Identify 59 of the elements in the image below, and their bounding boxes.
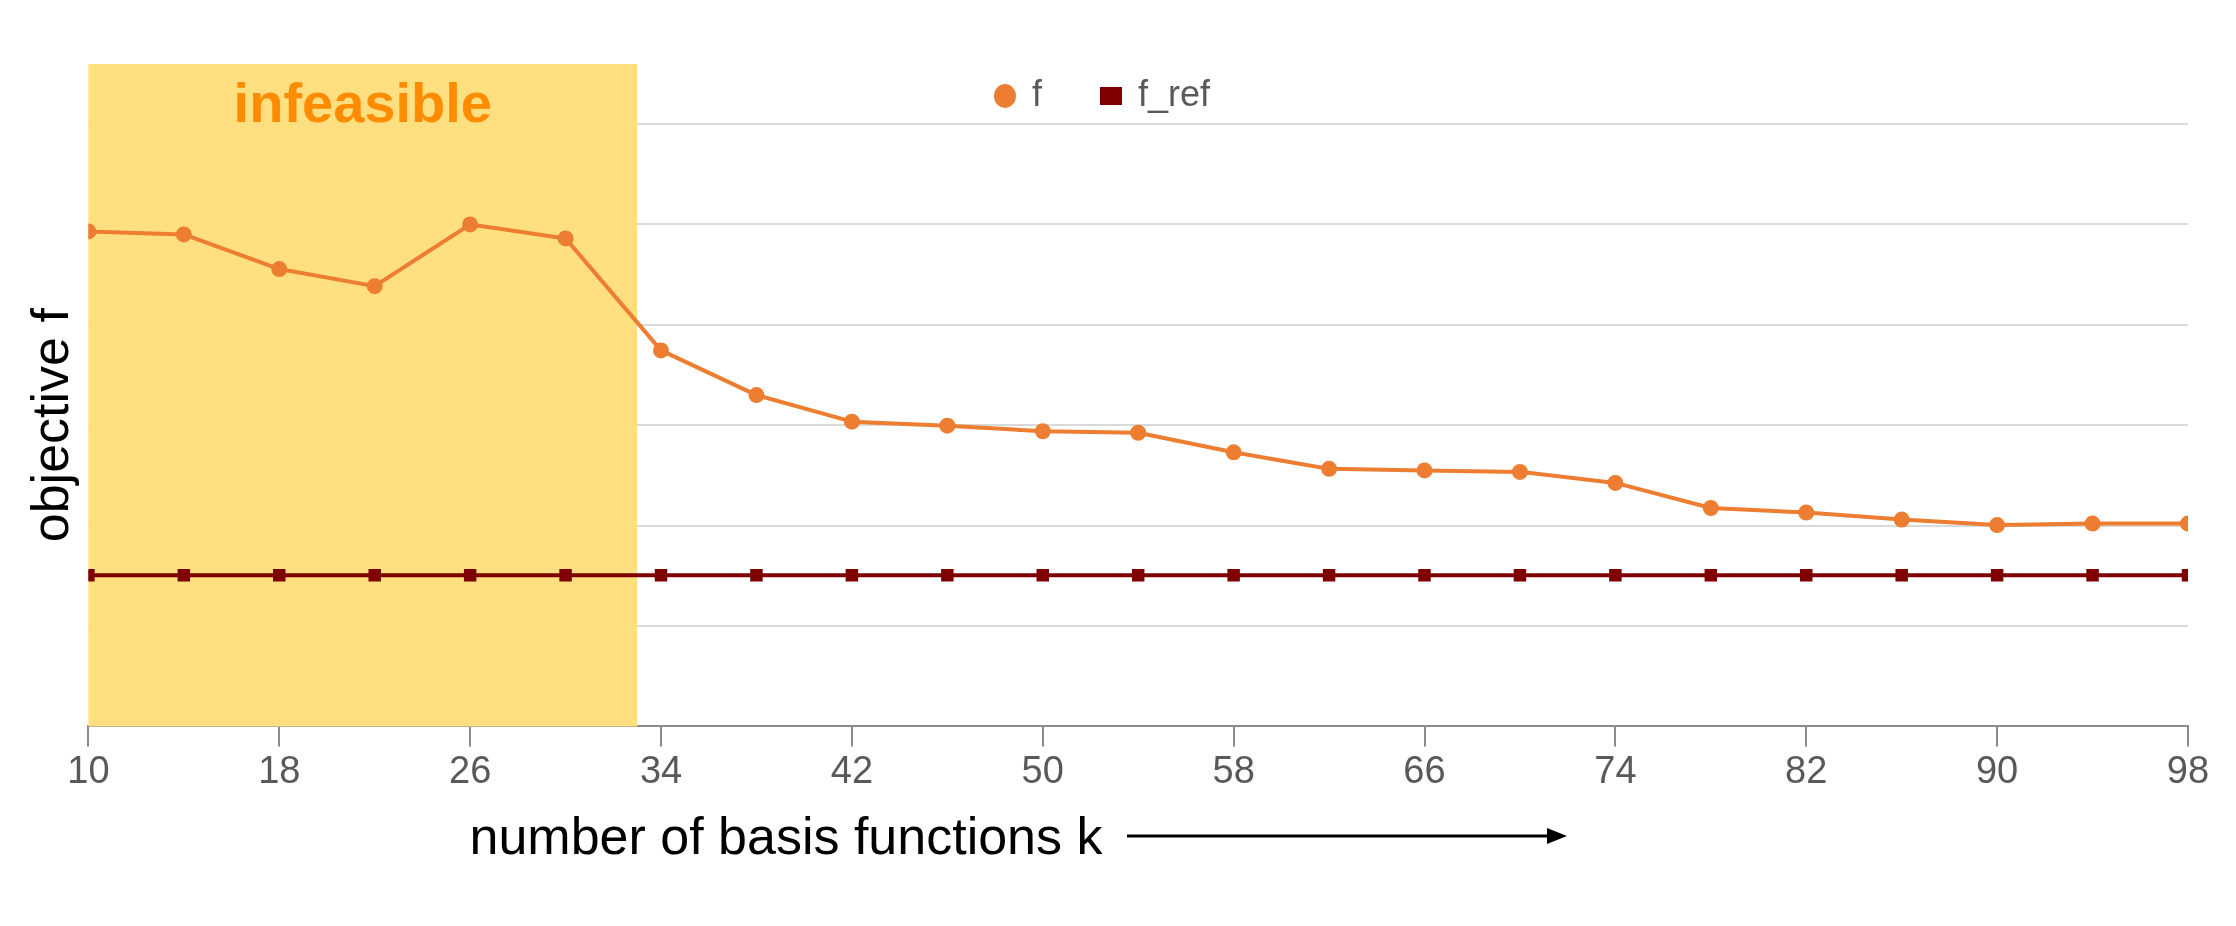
point (939, 417, 956, 434)
point (368, 569, 381, 582)
point (2086, 569, 2099, 582)
x-tick-label: 90 (1975, 748, 2019, 791)
point (1036, 569, 1050, 582)
x-tick-label: 42 (830, 748, 874, 791)
x-tick-label: 26 (449, 748, 492, 791)
point (557, 230, 574, 247)
point (653, 342, 670, 359)
point (1895, 569, 1908, 582)
x-tick-label: 66 (1403, 748, 1446, 791)
point (1418, 569, 1431, 582)
point (941, 569, 954, 582)
x-tick-label: 34 (639, 748, 683, 791)
point (1800, 569, 1813, 582)
point (1321, 460, 1338, 477)
point (1227, 569, 1240, 582)
point (1990, 569, 2004, 582)
x-tick-label: 10 (67, 748, 110, 791)
point (559, 569, 572, 582)
point (175, 226, 192, 243)
band-label: infeasible (233, 71, 492, 135)
point (1511, 463, 1528, 480)
x-tick-label: 98 (2166, 748, 2210, 791)
point (1893, 511, 1910, 528)
point (1034, 423, 1051, 440)
point (2084, 515, 2101, 532)
point (1130, 424, 1147, 441)
point (1607, 474, 1624, 491)
legend-label: f (1031, 72, 1043, 114)
x-tick-label: 74 (1594, 748, 1637, 791)
point (1416, 462, 1433, 479)
point (750, 569, 763, 582)
point (1704, 569, 1718, 582)
point (1322, 569, 1336, 582)
point (843, 413, 860, 430)
y-axis-title: objective f (20, 307, 79, 543)
point (366, 278, 383, 295)
x-tick-label: 18 (258, 748, 301, 791)
x-tick-label: 58 (1212, 748, 1255, 791)
legend-label: f_ref (1137, 72, 1212, 114)
point (177, 569, 191, 582)
point (1989, 517, 2006, 534)
point (1798, 504, 1815, 521)
point (462, 216, 479, 233)
point (1609, 569, 1622, 582)
point (748, 387, 765, 404)
point (273, 569, 286, 582)
point (1131, 569, 1145, 582)
point (271, 261, 288, 278)
x-tick-label: 50 (1021, 748, 1064, 791)
point (1513, 569, 1527, 582)
point (1702, 500, 1719, 517)
x-axis-title: number of basis functions k (469, 806, 1103, 866)
point (845, 569, 859, 582)
point (654, 569, 668, 582)
x-tick-label: 82 (1785, 748, 1828, 791)
point (1225, 444, 1242, 461)
point (463, 569, 477, 582)
